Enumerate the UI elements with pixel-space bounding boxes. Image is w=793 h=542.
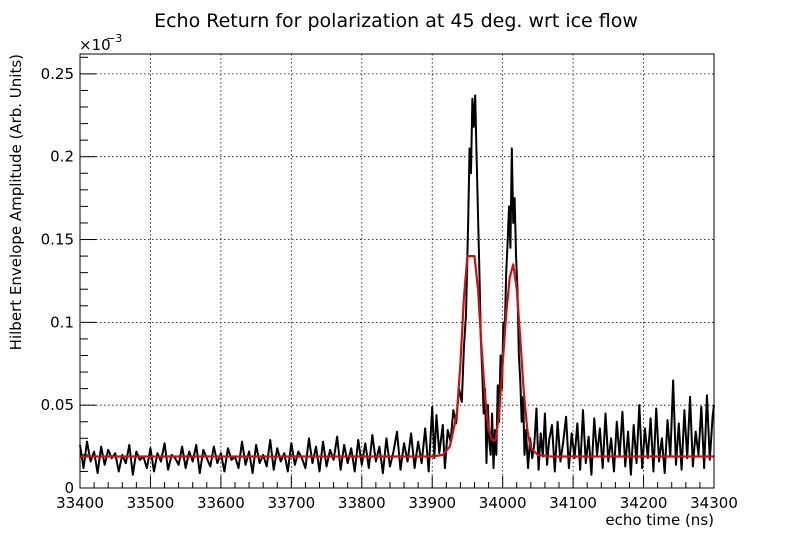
series-line-fit	[80, 254, 714, 458]
y-multiplier-exponent: −3	[106, 32, 122, 45]
x-axis-label: echo time (ns)	[605, 511, 714, 529]
y-tick-label: 0.05	[41, 396, 74, 414]
y-axis-label: Hilbert Envelope Amplitude (Arb. Units)	[7, 54, 25, 350]
y-multiplier: ×10	[79, 36, 111, 54]
y-tick-label: 0.2	[50, 148, 74, 166]
x-tick-label: 34100	[549, 494, 597, 512]
chart-title: Echo Return for polarization at 45 deg. …	[154, 10, 638, 32]
plot-area	[80, 54, 714, 488]
x-tick-label: 34300	[690, 494, 738, 512]
plot-frame	[79, 53, 715, 489]
x-tick-label: 33700	[267, 494, 315, 512]
x-tick-label: 33800	[338, 494, 386, 512]
y-tick-label: 0.15	[41, 231, 74, 249]
y-tick-label: 0	[64, 479, 74, 497]
x-tick-label: 33600	[197, 494, 245, 512]
x-tick-label: 33900	[408, 494, 456, 512]
x-tick-label: 33500	[127, 494, 175, 512]
y-tick-label: 0.1	[50, 313, 74, 331]
x-tick-label: 34200	[620, 494, 668, 512]
x-tick-label: 34000	[479, 494, 527, 512]
x-tick-label: 33400	[56, 494, 104, 512]
y-tick-label: 0.25	[41, 65, 74, 83]
